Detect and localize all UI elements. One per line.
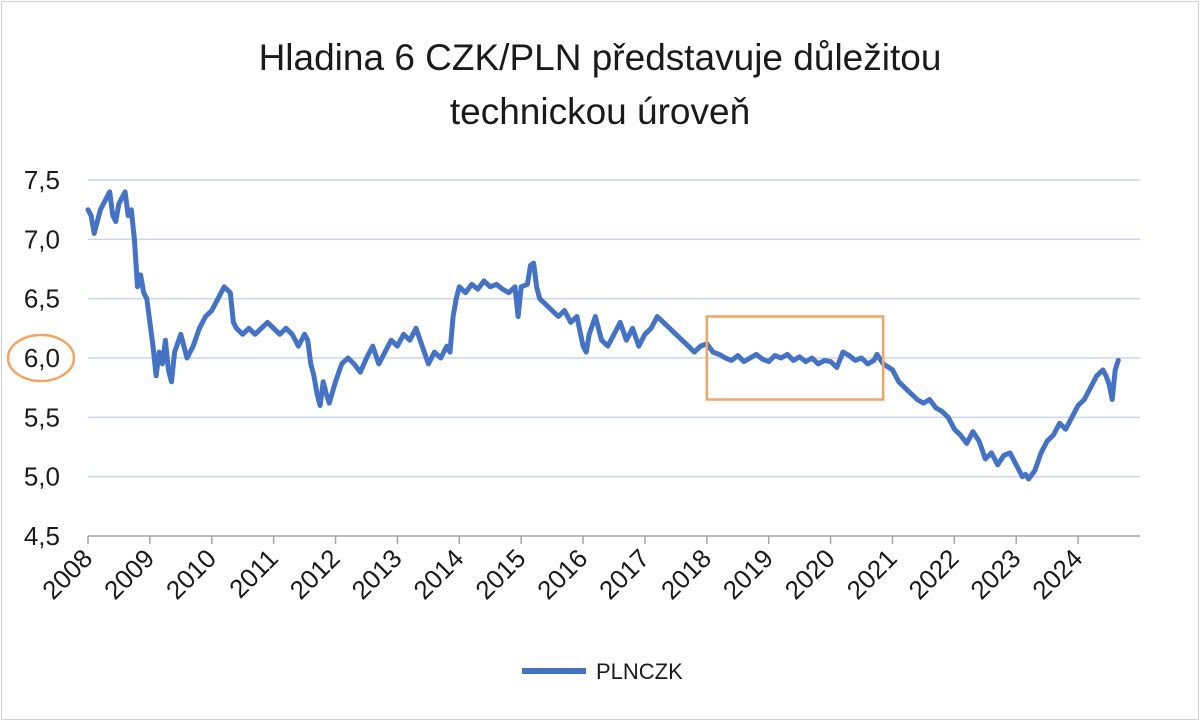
chart-title-line-2: technickou úroveň: [450, 91, 750, 132]
legend: PLNCZK: [522, 659, 683, 684]
chart-title-line-1: Hladina 6 CZK/PLN představuje důležitou: [259, 37, 942, 78]
y-tick-label: 7,0: [24, 224, 60, 254]
y-tick-label: 5,5: [24, 402, 60, 432]
x-tick-label: 2009: [98, 543, 160, 605]
x-tick-label: 2015: [469, 543, 531, 605]
series-line-plnczk: [85, 189, 1121, 482]
highlight-box: [705, 315, 885, 401]
y-tick-label: 6,5: [24, 284, 60, 314]
x-tick-label: 2024: [1026, 543, 1088, 605]
x-tick-label: 2017: [593, 543, 655, 605]
y-tick-label: 4,5: [24, 521, 60, 551]
x-tick-label: 2011: [223, 543, 284, 604]
x-tick-label: 2019: [717, 543, 779, 605]
x-tick-label: 2022: [902, 543, 964, 605]
annotations: [6, 315, 885, 401]
gridlines: [88, 179, 1140, 478]
x-tick-label: 2010: [160, 543, 222, 605]
x-tick-label: 2008: [36, 543, 98, 605]
x-tick-label: 2023: [964, 543, 1026, 605]
legend-label: PLNCZK: [596, 659, 683, 684]
y-tick-label: 5,0: [24, 462, 60, 492]
x-tick-label: 2021: [841, 543, 903, 605]
x-tick-label: 2016: [531, 543, 593, 605]
y-tick-label: 7,5: [24, 165, 60, 195]
x-tick-label: 2014: [407, 543, 469, 605]
x-tick-label: 2012: [284, 543, 346, 605]
x-axis: 2008 2009 2010 2011 2012 2013 2014 2015 2016 2017…: [36, 535, 1140, 605]
x-tick-label: 2018: [655, 543, 717, 605]
highlight-ellipse: [6, 333, 76, 383]
series-layer: [85, 189, 1121, 482]
x-tick-label: 2013: [346, 543, 408, 605]
x-tick-label: 2020: [779, 543, 841, 605]
y-tick-label: 6,0: [24, 343, 60, 373]
y-axis: 7,5 7,0 6,5 6,0 5,5 5,0 4,5: [24, 165, 60, 551]
